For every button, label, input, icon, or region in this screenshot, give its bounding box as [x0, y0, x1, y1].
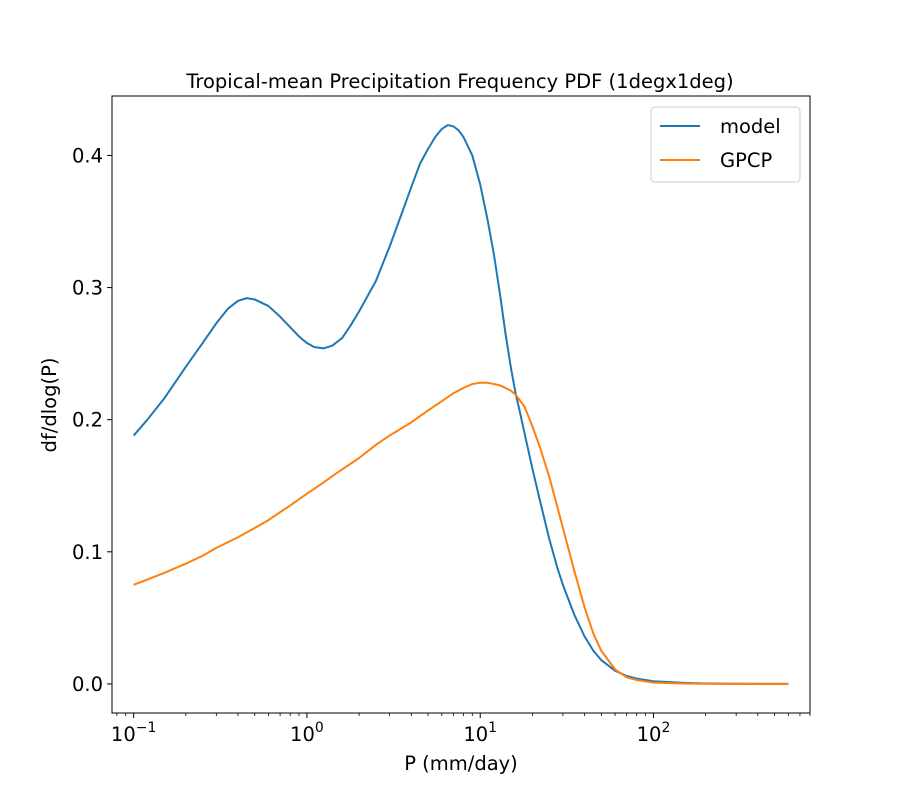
x-tick-label: 101: [463, 720, 497, 746]
chart-title: Tropical-mean Precipitation Frequency PD…: [185, 70, 733, 93]
y-tick-label: 0.2: [72, 409, 103, 432]
y-tick-label: 0.1: [72, 541, 103, 564]
x-tick-label: 10−1: [111, 720, 156, 746]
legend: model GPCP: [650, 106, 801, 183]
x-axis-label: P (mm/day): [404, 752, 518, 775]
legend-label-model: model: [720, 115, 781, 138]
series-layer: [132, 124, 789, 685]
x-tick-label: 102: [637, 720, 671, 746]
y-tick-label: 0.3: [72, 277, 103, 300]
x-tick-label: 100: [290, 720, 324, 746]
y-axis-ticks: 0.0 0.1 0.2 0.3 0.4: [72, 144, 112, 696]
x-axis-ticks: 10−1 100 101 102: [111, 713, 811, 746]
series-line-model: [132, 124, 789, 685]
y-tick-label: 0.4: [72, 144, 103, 167]
series-line-gpcp: [133, 381, 789, 685]
y-tick-label: 0.0: [72, 673, 103, 696]
plot-area-frame: [111, 95, 811, 714]
legend-label-gpcp: GPCP: [720, 149, 772, 172]
y-axis-label: df/dlog(P): [38, 358, 61, 453]
